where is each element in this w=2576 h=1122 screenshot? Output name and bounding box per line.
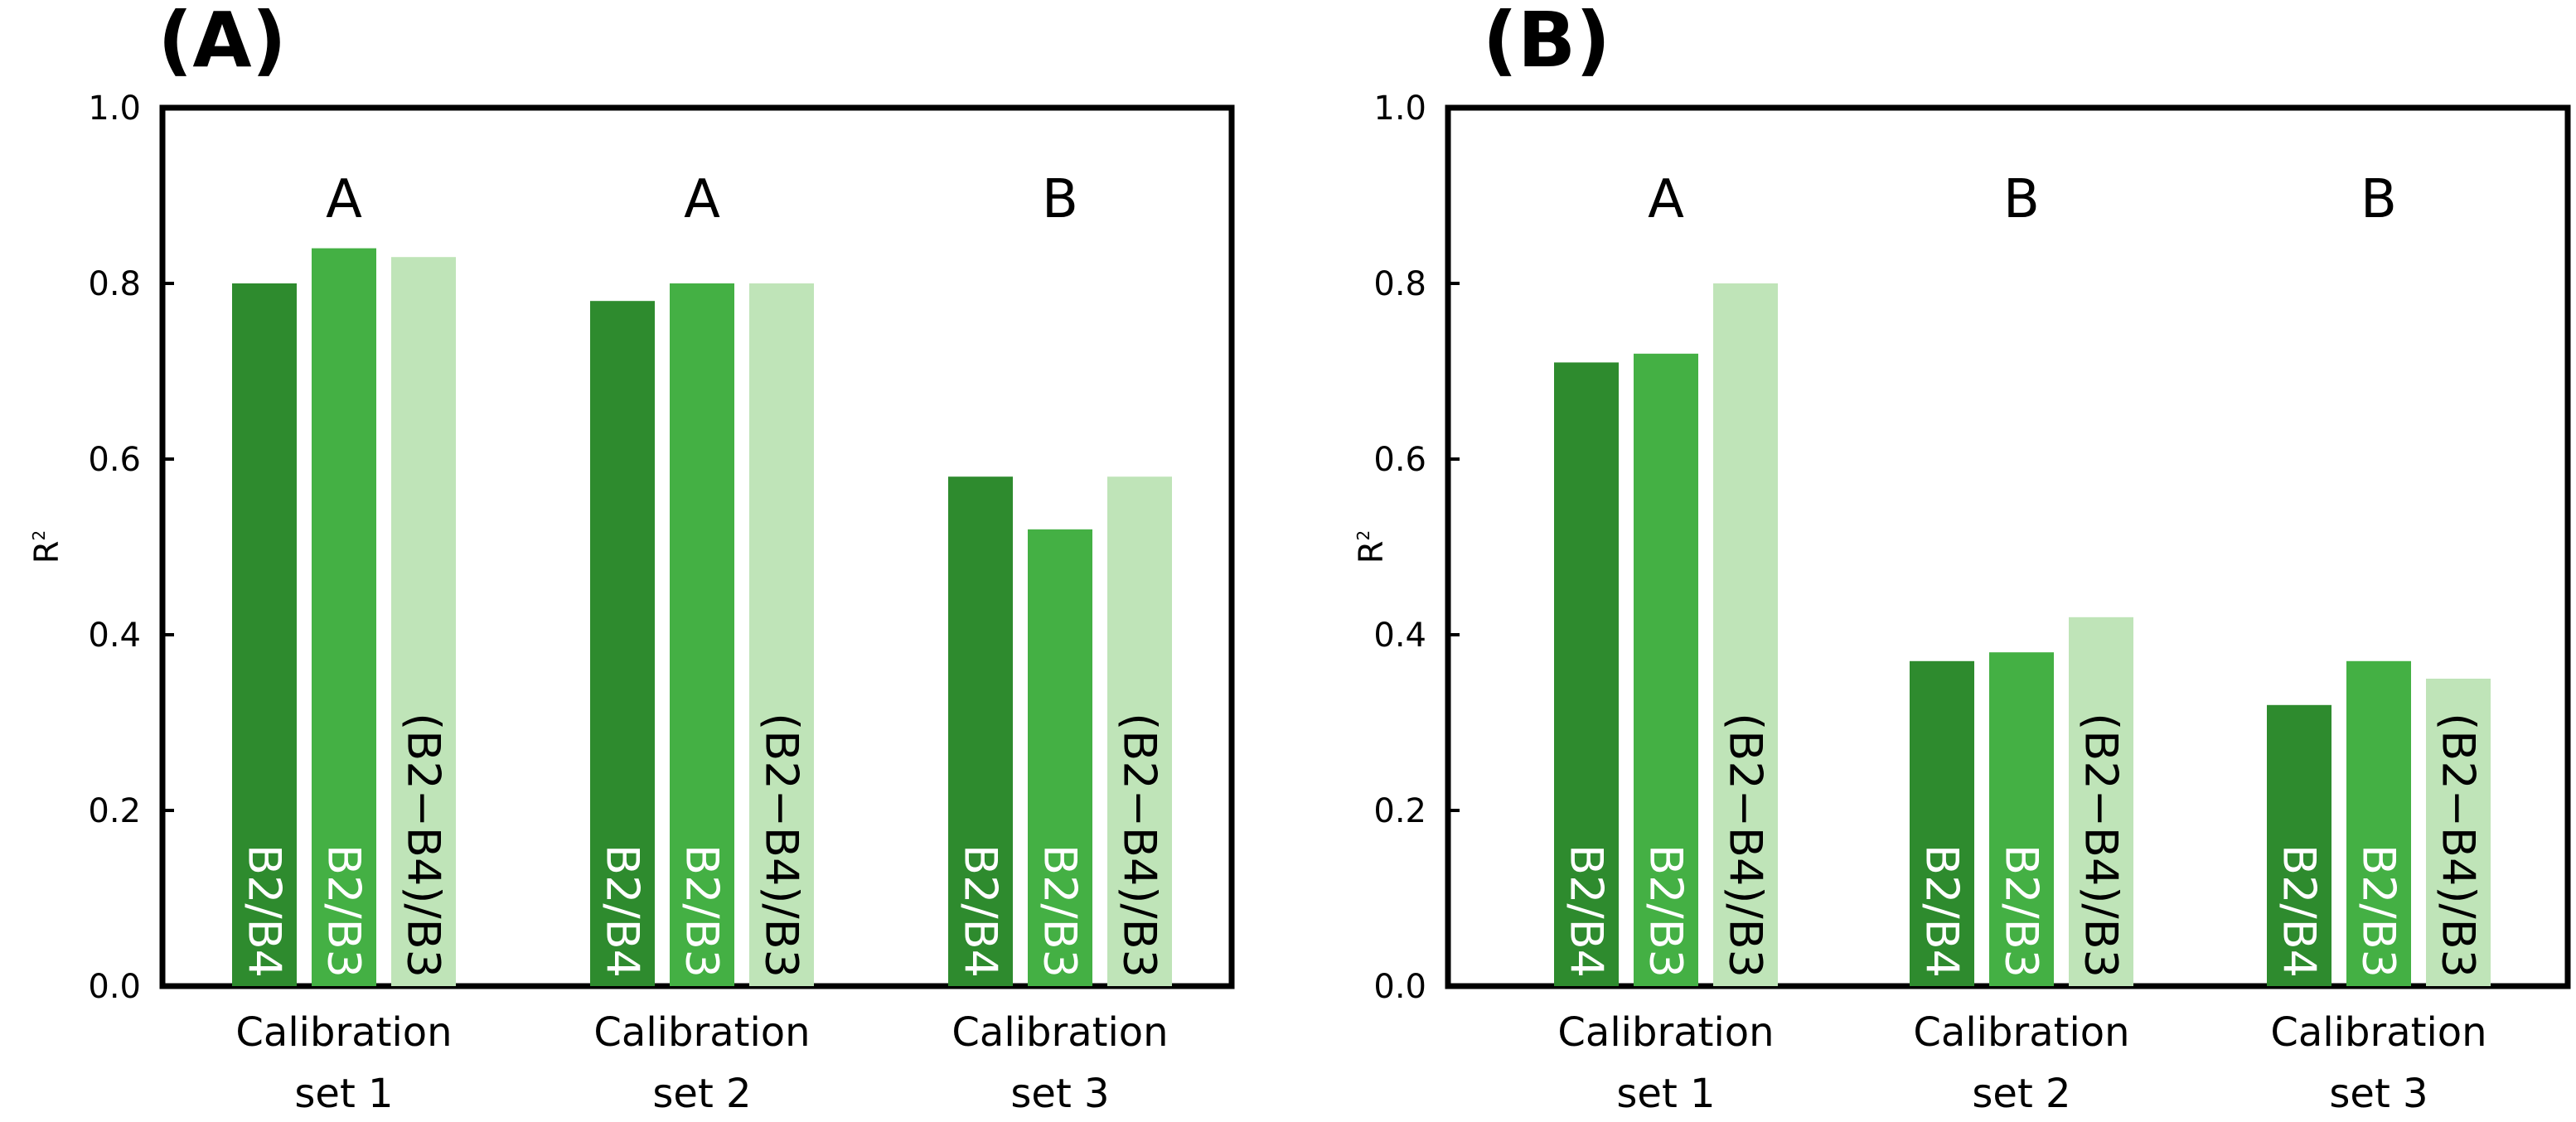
bar-b2-b3 — [1028, 529, 1092, 986]
bar-b2-b3 — [1634, 353, 1698, 986]
bar-label: (B2−B4)/B3 — [398, 713, 450, 978]
y-tick-label: 0.8 — [1373, 265, 1426, 303]
bar-label: B2/B4 — [597, 844, 649, 978]
panel-a: (A) 0.0 0.2 0.4 0.6 0.8 1.0 R2 A Calibration set 1… — [28, 0, 1235, 1117]
category-label-line1: Calibration — [2270, 1009, 2486, 1056]
panel-label: (B) — [1483, 0, 1610, 85]
bar-label: (B2−B4)/B3 — [2433, 713, 2485, 978]
bar-label: B2/B3 — [318, 844, 370, 978]
bar-b2-b4 — [1554, 362, 1619, 986]
bar-label: (B2−B4)/B3 — [2075, 713, 2128, 978]
bar-b2-minus-b4-over-b3 — [2426, 679, 2491, 986]
bar-b2-minus-b4-over-b3 — [2069, 617, 2133, 986]
bar-b2-b3 — [1989, 652, 2054, 986]
group-letter: B — [2361, 169, 2397, 230]
category-label-line1: Calibration — [235, 1009, 452, 1056]
y-axis-label: R2 — [28, 530, 66, 564]
category-label-line2: set 1 — [294, 1071, 393, 1117]
bar-b2-minus-b4-over-b3 — [1713, 283, 1778, 986]
bar-b2-minus-b4-over-b3 — [391, 257, 456, 986]
y-tick-label: 0.8 — [88, 265, 141, 303]
bar-label: B2/B4 — [239, 844, 291, 978]
category-label-line2: set 3 — [1010, 1071, 1109, 1117]
category-label-line1: Calibration — [951, 1009, 1168, 1056]
category-label-line2: set 1 — [1616, 1071, 1715, 1117]
bar-label: (B2−B4)/B3 — [756, 713, 808, 978]
y-tick-label: 0.2 — [1373, 792, 1426, 830]
bar-label: B2/B3 — [676, 844, 729, 978]
group-letter: A — [684, 169, 720, 230]
group-letter: B — [1042, 169, 1078, 230]
y-axis-label-text: R — [1353, 540, 1391, 563]
bar-label: B2/B4 — [2273, 844, 2326, 978]
y-axis-label: R2 — [1353, 530, 1391, 564]
category-label-line2: set 2 — [652, 1071, 751, 1117]
bar-b2-b4 — [2267, 704, 2331, 986]
y-tick-label: 0.6 — [88, 441, 141, 479]
y-tick-label: 0.2 — [88, 792, 141, 830]
bar-label: (B2−B4)/B3 — [1114, 713, 1166, 978]
bar-b2-b3 — [312, 248, 376, 987]
y-axis-label-superscript: 2 — [1353, 530, 1373, 541]
y-tick-label: 1.0 — [88, 89, 141, 128]
y-tick-label: 0.6 — [1373, 441, 1426, 479]
bar-label: (B2−B4)/B3 — [1720, 713, 1772, 978]
y-axis-label-superscript: 2 — [29, 530, 49, 541]
category-label-line2: set 2 — [1972, 1071, 2070, 1117]
y-tick-label: 0.4 — [1373, 617, 1426, 655]
bar-label: B2/B4 — [1561, 844, 1613, 978]
bar-label: B2/B3 — [1640, 844, 1692, 978]
group-letter: A — [1648, 169, 1684, 230]
bar-label: B2/B4 — [1916, 844, 1968, 978]
y-tick-label: 0.4 — [88, 617, 141, 655]
group-letter: B — [2003, 169, 2040, 230]
bar-label: B2/B3 — [1034, 844, 1087, 978]
bar-b2-b4 — [232, 283, 297, 986]
y-axis-label-text: R — [28, 540, 66, 563]
bar-b2-minus-b4-over-b3 — [1107, 476, 1172, 986]
bar-b2-minus-b4-over-b3 — [749, 283, 814, 986]
y-tick-label: 0.0 — [1373, 968, 1426, 1006]
y-tick-label: 1.0 — [1373, 89, 1426, 128]
group-letter: A — [326, 169, 362, 230]
panel-b: (B) 0.0 0.2 0.4 0.6 0.8 1.0 R2 A Calibration set 1… — [1353, 0, 2571, 1117]
category-label-line1: Calibration — [1557, 1009, 1774, 1056]
bar-label: B2/B4 — [955, 844, 1007, 978]
category-label-line1: Calibration — [593, 1009, 810, 1056]
category-label-line1: Calibration — [1913, 1009, 2129, 1056]
bar-label: B2/B3 — [1996, 844, 2048, 978]
y-tick-label: 0.0 — [88, 968, 141, 1006]
bar-label: B2/B3 — [2353, 844, 2405, 978]
bar-b2-b4 — [1910, 660, 1974, 986]
bar-b2-b3 — [670, 283, 734, 986]
bar-b2-b3 — [2346, 660, 2411, 986]
panel-label: (A) — [157, 0, 286, 85]
bar-b2-b4 — [590, 301, 655, 986]
category-label-line2: set 3 — [2329, 1071, 2428, 1117]
bar-b2-b4 — [948, 476, 1013, 986]
